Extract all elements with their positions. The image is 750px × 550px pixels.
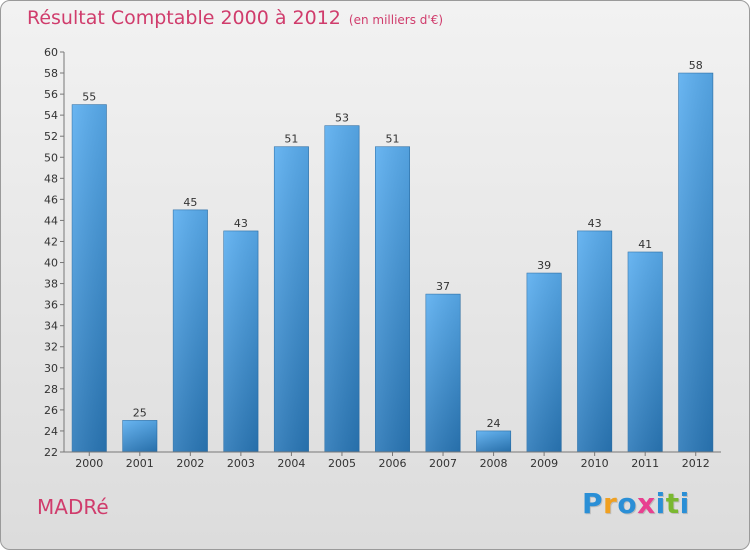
bar-value-label: 58	[689, 59, 703, 72]
bar-shade	[678, 73, 713, 452]
bar-value-label: 25	[133, 406, 147, 419]
y-axis: 22 24 26 28 30 32 34 36 38 40 42 44 46 48 50 52 54 56 58 60	[44, 46, 65, 459]
y-tick-label: 26	[44, 404, 58, 417]
y-tick-label: 58	[44, 67, 58, 80]
x-tick-label: 2010	[581, 457, 609, 470]
y-tick-label: 60	[44, 46, 58, 59]
bar-shade	[526, 273, 562, 452]
bar-shade	[72, 104, 107, 452]
bar-value-label: 43	[588, 217, 602, 230]
y-tick-label: 28	[44, 383, 58, 396]
bar-shade	[425, 294, 461, 452]
y-tick-label: 40	[44, 257, 58, 270]
logo-letter: i	[655, 487, 666, 520]
bar-shade	[223, 230, 259, 452]
bar-shade	[122, 420, 157, 452]
y-tick-label: 30	[44, 362, 58, 375]
y-tick-label: 52	[44, 130, 58, 143]
bar-value-label: 43	[234, 217, 248, 230]
bar-shade	[324, 125, 360, 453]
x-tick-label: 2004	[277, 457, 305, 470]
y-tick-label: 42	[44, 235, 58, 248]
y-tick-label: 56	[44, 88, 58, 101]
x-tick-label: 2008	[480, 457, 508, 470]
bar-shade	[577, 230, 612, 452]
y-tick-label: 22	[44, 446, 58, 459]
bar-shade	[173, 209, 208, 452]
chart-title-text: Résultat Comptable 2000 à 2012	[27, 7, 341, 29]
logo-letter: o	[617, 487, 638, 520]
logo-letter: P	[582, 487, 604, 520]
x-tick-label: 2005	[328, 457, 356, 470]
logo-letter: r	[603, 487, 618, 520]
bar-shade	[375, 146, 410, 452]
y-tick-label: 50	[44, 151, 58, 164]
bar-value-label: 53	[335, 112, 349, 125]
y-tick-label: 46	[44, 193, 58, 206]
x-tick-label: 2009	[530, 457, 558, 470]
y-tick-label: 32	[44, 341, 58, 354]
commune-name: MADRé	[37, 495, 109, 519]
bar-value-label: 51	[386, 133, 400, 146]
bar-value-label: 24	[487, 417, 501, 430]
bar-value-label: 51	[284, 133, 298, 146]
bar-value-label: 55	[82, 91, 96, 104]
bar-value-label: 39	[537, 259, 551, 272]
bar-value-label: 41	[638, 238, 652, 251]
y-tick-label: 48	[44, 172, 58, 185]
y-tick-label: 36	[44, 299, 58, 312]
y-tick-label: 44	[44, 214, 58, 227]
chart-title: Résultat Comptable 2000 à 2012 (en millie…	[27, 7, 443, 29]
bar-shade	[476, 430, 511, 452]
x-tick-label: 2000	[75, 457, 103, 470]
x-tick-label: 2001	[126, 457, 154, 470]
y-tick-label: 24	[44, 425, 58, 438]
y-tick-label: 54	[44, 109, 58, 122]
logo-letter: i	[679, 487, 690, 520]
chart-subtitle: (en milliers d'€)	[348, 13, 444, 27]
x-tick-label: 2002	[176, 457, 204, 470]
y-tick-label: 38	[44, 278, 58, 291]
bar-value-label: 45	[183, 196, 197, 209]
logo-letter: t	[665, 487, 680, 520]
x-tick-label: 2012	[682, 457, 710, 470]
x-tick-label: 2003	[227, 457, 255, 470]
x-tick-label: 2011	[631, 457, 659, 470]
bar-shade	[628, 252, 663, 452]
x-axis: 2000 2001 2002 2003 2004 2005 2006 2007 2008 2009…	[64, 451, 721, 470]
bar-value-label: 37	[436, 280, 450, 293]
logo-letter: x	[637, 487, 656, 520]
bar-shade	[274, 146, 309, 452]
bars: 55 25 45 43 51 53 51 37 24 39 43 41 58	[71, 59, 714, 453]
x-tick-label: 2006	[379, 457, 407, 470]
proxiti-logo[interactable]: Proxiti	[582, 487, 690, 520]
x-tick-label: 2007	[429, 457, 457, 470]
y-tick-label: 34	[44, 320, 58, 333]
